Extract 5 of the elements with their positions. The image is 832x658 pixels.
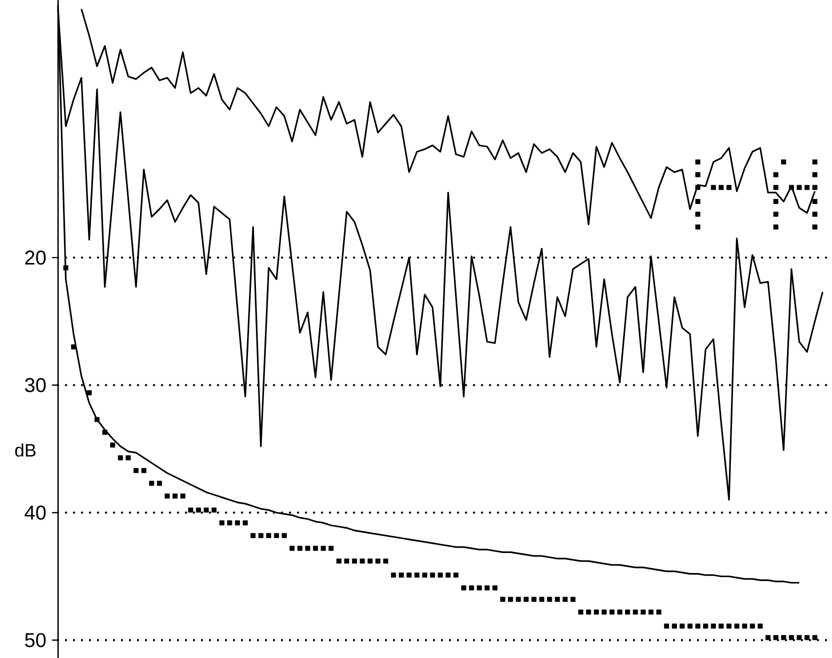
y-tick-label: 50 bbox=[25, 633, 46, 648]
y-tick-label: 30 bbox=[25, 378, 46, 392]
y-tick-label: 40 bbox=[24, 506, 46, 520]
y-tick-label: 20 bbox=[25, 250, 46, 265]
y-axis-title: dB bbox=[15, 443, 36, 457]
